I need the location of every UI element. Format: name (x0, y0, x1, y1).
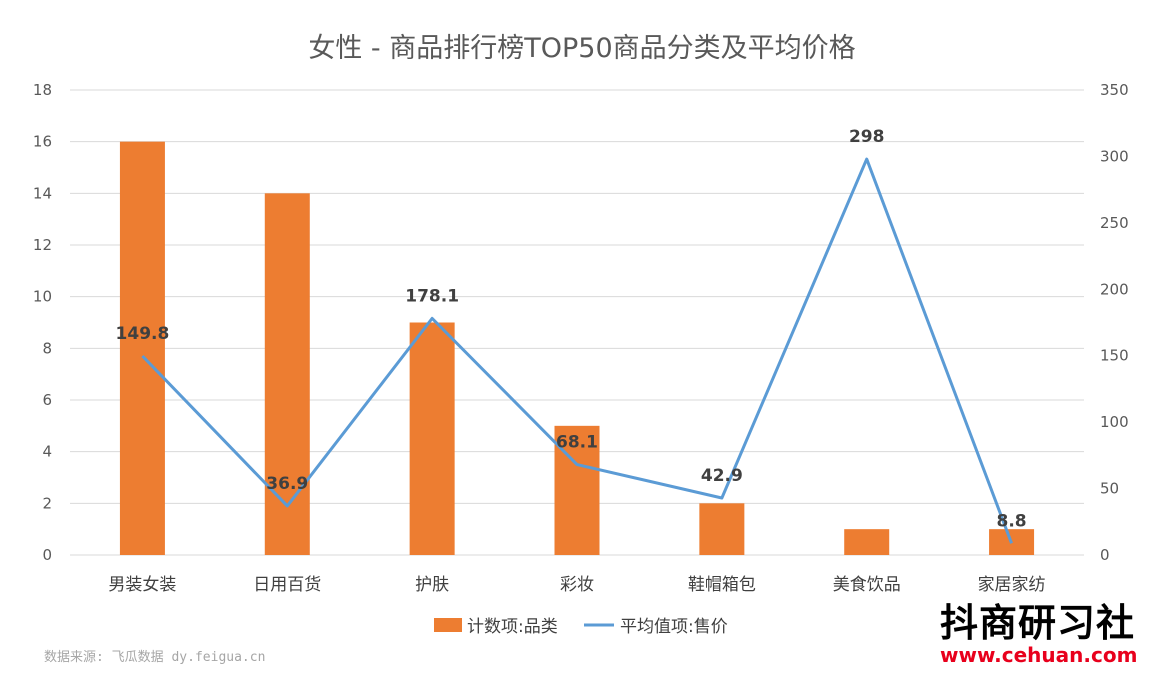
line-data-label: 149.8 (116, 324, 170, 344)
legend: 计数项:品类 平均值项:售价 (434, 617, 728, 637)
bar-series (119, 141, 1035, 556)
bar (264, 193, 310, 556)
category-label: 男装女装 (108, 575, 176, 595)
line-data-label: 36.9 (266, 474, 308, 494)
right-tick-label: 150 (1100, 347, 1129, 365)
brand-url: www.cehuan.com (940, 643, 1138, 667)
source-note: 数据来源: 飞瓜数据 dy.feigua.cn (44, 650, 266, 665)
left-tick-label: 4 (42, 443, 52, 461)
left-tick-label: 14 (33, 184, 52, 202)
category-label: 彩妆 (560, 575, 594, 595)
brand-name: 抖商研习社 (940, 601, 1136, 645)
legend-line-label: 平均值项:售价 (620, 617, 728, 637)
category-label: 日用百货 (253, 575, 321, 595)
bar (119, 141, 165, 555)
chart-title: 女性 - 商品排行榜TOP50商品分类及平均价格 (308, 33, 855, 64)
right-tick-label: 300 (1100, 147, 1129, 165)
left-tick-label: 16 (33, 133, 52, 151)
category-label: 家居家纺 (978, 575, 1046, 595)
right-tick-label: 250 (1100, 214, 1129, 232)
line-series (141, 157, 1013, 544)
left-tick-label: 6 (42, 391, 52, 409)
bar (699, 503, 745, 555)
left-tick-label: 12 (33, 236, 52, 254)
line-path (141, 157, 1013, 544)
line-data-label: 298 (849, 127, 885, 147)
category-axis: 男装女装 日用百货 护肤 彩妆 鞋帽箱包 美食饮品 家居家纺 (108, 575, 1045, 595)
right-axis: 0 50 100 150 200 250 300 350 (1100, 81, 1129, 564)
left-axis: 0 2 4 6 8 10 12 14 16 18 (33, 81, 52, 564)
left-tick-label: 18 (33, 81, 52, 99)
right-tick-label: 200 (1100, 280, 1129, 298)
left-tick-label: 0 (42, 546, 52, 564)
bar (409, 322, 455, 555)
category-label: 美食饮品 (833, 575, 901, 595)
legend-bar-label: 计数项:品类 (467, 617, 558, 637)
left-tick-label: 8 (42, 339, 52, 357)
category-label: 鞋帽箱包 (688, 575, 756, 595)
line-data-label: 178.1 (405, 286, 459, 306)
left-tick-label: 10 (33, 288, 52, 306)
right-tick-label: 0 (1100, 546, 1110, 564)
left-tick-label: 2 (42, 494, 52, 512)
category-label: 护肤 (415, 575, 449, 595)
line-data-labels: 149.8 36.9 178.1 68.1 42.9 298 8.8 (116, 127, 1027, 531)
line-data-label: 8.8 (997, 511, 1027, 531)
bar (844, 529, 890, 555)
right-tick-label: 100 (1100, 413, 1129, 431)
grid-lines (70, 89, 1084, 556)
legend-bar-swatch (434, 618, 462, 632)
brand-watermark: 抖商研习社 www.cehuan.com (940, 602, 1150, 666)
right-tick-label: 50 (1100, 480, 1119, 498)
line-data-label: 68.1 (556, 433, 598, 453)
line-data-label: 42.9 (701, 466, 743, 486)
right-tick-label: 350 (1100, 81, 1129, 99)
